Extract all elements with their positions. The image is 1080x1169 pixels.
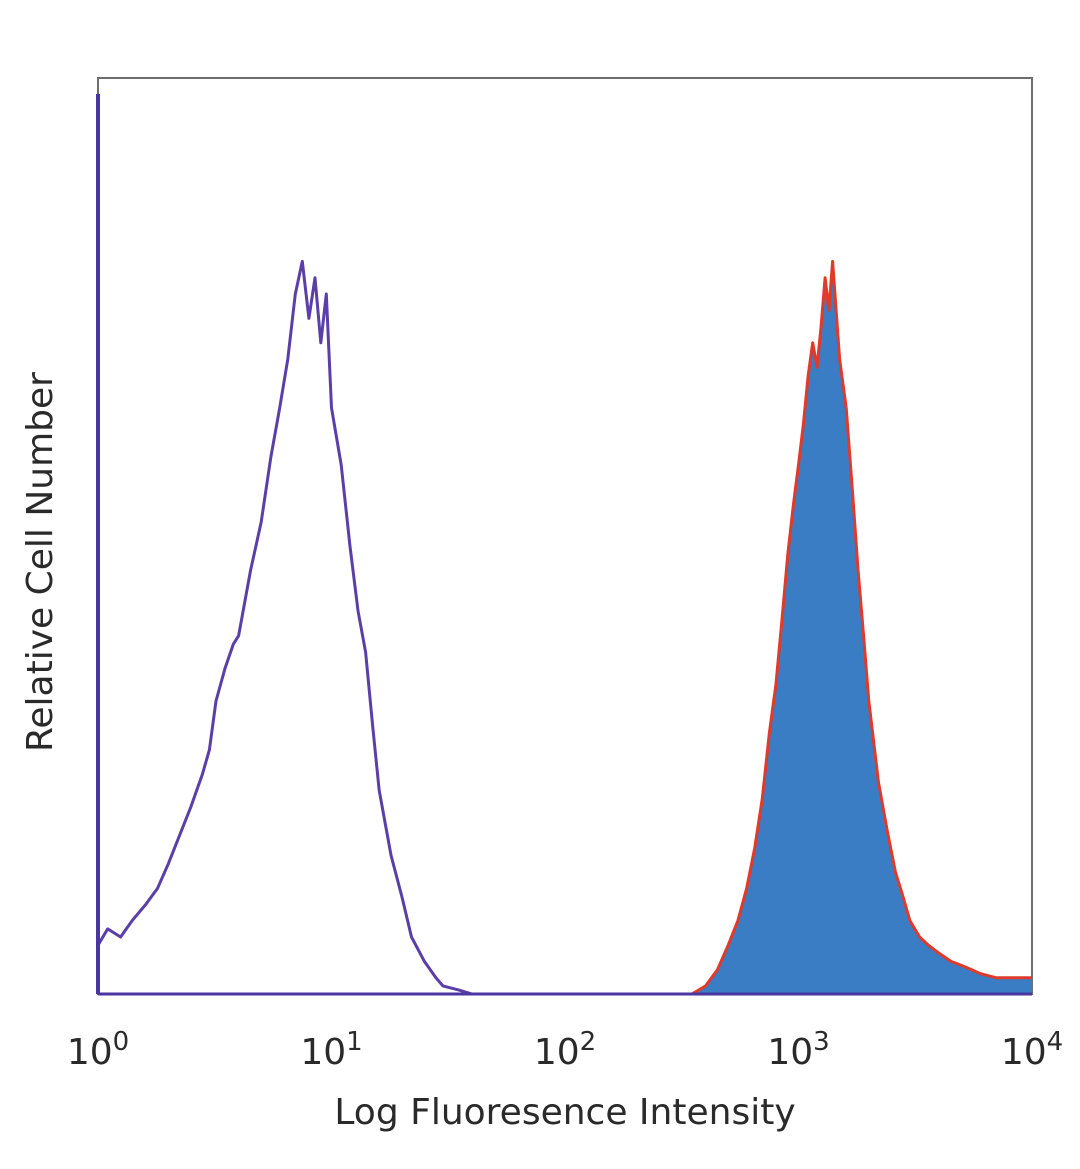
x-tick-label-0: 100 — [67, 1027, 129, 1073]
x-tick-label-2: 102 — [534, 1027, 596, 1073]
x-tick-label-4: 104 — [1001, 1027, 1063, 1073]
series-layer — [96, 259, 1032, 996]
series-1-outline — [691, 259, 1032, 996]
x-tick-label-3: 103 — [767, 1027, 829, 1073]
x-tick-label-1: 101 — [300, 1027, 362, 1073]
series-0-line — [96, 259, 706, 996]
x-axis-label: Log Fluoresence Intensity — [334, 1092, 795, 1133]
x-tick-labels: 100 101 102 103 104 — [67, 1027, 1063, 1073]
y-axis-label: Relative Cell Number — [20, 372, 61, 752]
